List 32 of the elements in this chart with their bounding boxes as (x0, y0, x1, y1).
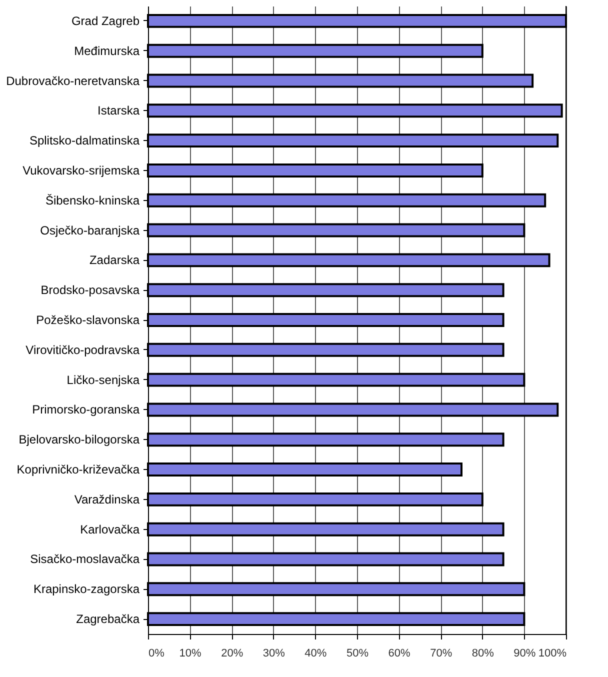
y-tick-label: Krapinsko-zagorska (33, 582, 140, 596)
x-tick-label: 90% (514, 648, 536, 660)
y-tick-label: Bjelovarsko-bilogorska (18, 432, 140, 447)
y-tick-label: Primorsko-goranska (32, 402, 140, 417)
y-tick-label: Sisačko-moslavačka (30, 552, 140, 566)
x-tick-label: 50% (346, 648, 369, 660)
x-tick-label: 60% (388, 648, 411, 660)
y-tick-label: Dubrovačko-neretvanska (6, 74, 140, 88)
x-tick-label: 100% (538, 648, 567, 660)
x-tick-label: 80% (472, 648, 494, 660)
y-tick-label: Istarska (97, 104, 140, 118)
y-tick-label: Virovitičko-podravska (26, 342, 140, 357)
x-tick-label: 10% (179, 648, 202, 660)
x-tick-label: 30% (262, 648, 286, 660)
y-tick-label: Brodsko-posavska (40, 283, 140, 298)
x-tick-label: 0% (148, 648, 165, 660)
y-tick-label: Osječko-baranjska (40, 223, 140, 238)
y-tick-label: Požeško-slavonska (36, 313, 140, 327)
y-tick-label: Karlovačka (80, 522, 140, 536)
y-tick-label: Ličko-senjska (66, 372, 140, 387)
y-tick-label: Koprivničko-križevačka (16, 462, 140, 477)
x-tick-label: 40% (304, 648, 327, 660)
y-tick-label: Šibensko-kninska (45, 193, 140, 208)
y-tick-label: Varaždinska (74, 492, 140, 506)
y-tick-label: Splitsko-dalmatinska (29, 134, 140, 148)
y-tick-label: Vukovarsko-srijemska (22, 163, 140, 178)
x-tick-label: 20% (221, 648, 244, 660)
y-tick-label: Grad Zagreb (71, 14, 140, 28)
y-tick-label: Zagrebačka (76, 612, 140, 626)
y-tick-label: Međimurska (74, 44, 140, 58)
x-tick-label: 70% (430, 648, 452, 660)
y-tick-label: Zadarska (89, 253, 140, 268)
